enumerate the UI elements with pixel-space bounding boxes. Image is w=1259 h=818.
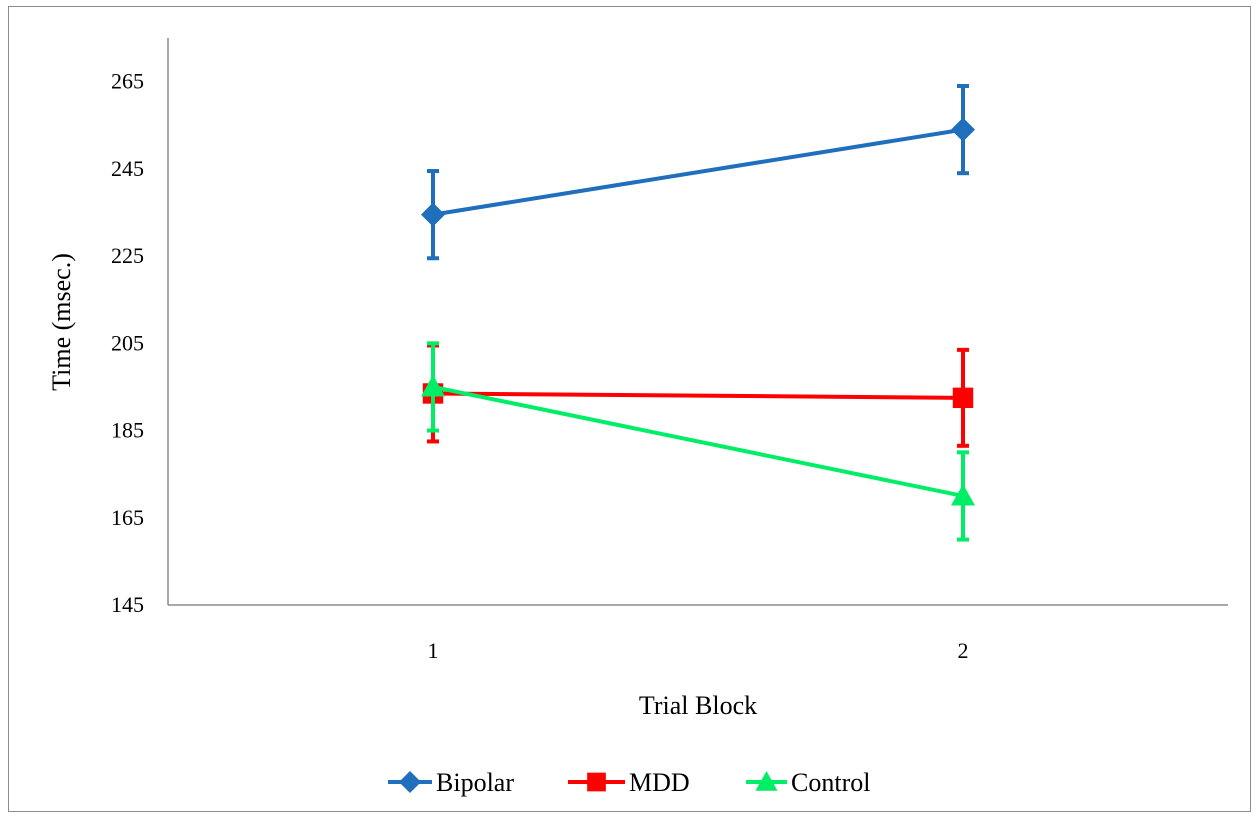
data-point-bipolar — [421, 202, 445, 227]
series-bipolar — [421, 83, 975, 261]
legend-item-control: Control — [746, 768, 870, 797]
y-tick-label: 245 — [111, 156, 144, 181]
y-axis-ticks: 145 165 185 205 225 245 265 — [111, 69, 144, 617]
chart-frame — [8, 6, 1251, 812]
series-control — [421, 341, 975, 542]
series-line-bipolar — [432, 127, 964, 217]
legend-label-mdd: MDD — [629, 768, 690, 797]
series-line-control — [432, 384, 964, 498]
y-tick-label: 165 — [111, 505, 144, 530]
x-tick-label: 1 — [428, 638, 439, 663]
legend-item-mdd: MDD — [568, 768, 690, 797]
data-point-bipolar — [951, 117, 975, 142]
x-tick-label: 2 — [958, 638, 969, 663]
series-mdd — [422, 343, 974, 448]
legend-marker-mdd — [587, 772, 606, 792]
x-axis-label: Trial Block — [639, 691, 757, 720]
series-line-mdd — [432, 391, 964, 400]
legend-item-bipolar: Bipolar — [388, 768, 514, 797]
legend-label-bipolar: Bipolar — [436, 768, 514, 797]
series-group — [421, 83, 975, 542]
y-tick-label: 225 — [111, 243, 144, 268]
data-point-control — [951, 483, 975, 506]
y-axis-label: Time (msec.) — [47, 253, 76, 391]
y-tick-label: 185 — [111, 418, 144, 443]
y-tick-label: 145 — [111, 592, 144, 617]
data-point-control — [421, 374, 445, 397]
y-tick-label: 205 — [111, 330, 144, 355]
legend-marker-bipolar — [399, 771, 421, 793]
legend-label-control: Control — [791, 768, 870, 797]
legend-marker-control — [755, 771, 778, 791]
data-point-mdd — [952, 387, 974, 409]
y-tick-label: 265 — [111, 69, 144, 94]
legend: Bipolar MDD Control — [388, 768, 870, 797]
